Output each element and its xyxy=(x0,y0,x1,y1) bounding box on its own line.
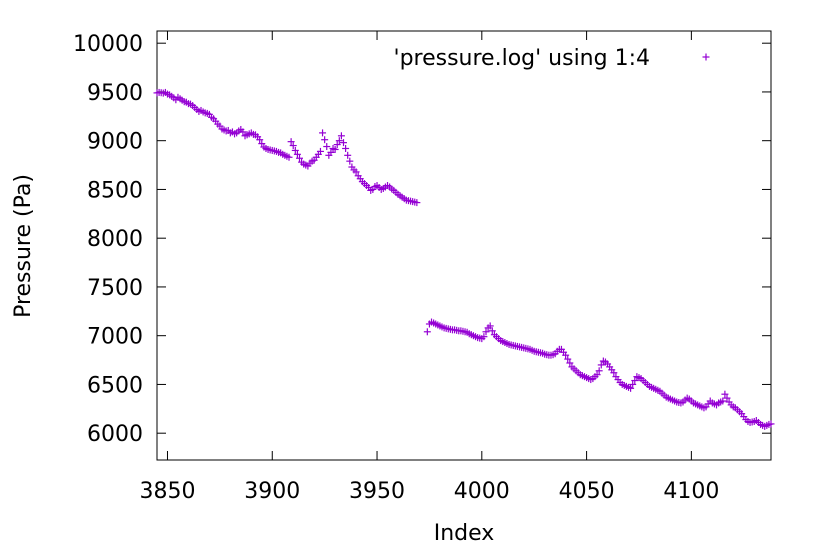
data-point xyxy=(323,143,331,151)
data-point xyxy=(595,367,603,375)
y-tick-label: 6500 xyxy=(87,373,143,398)
data-point xyxy=(291,146,299,154)
data-point xyxy=(344,151,352,159)
y-tick-label: 9000 xyxy=(87,130,143,155)
data-point xyxy=(562,351,570,359)
data-point xyxy=(767,420,775,428)
data-point xyxy=(335,137,343,145)
data-point xyxy=(597,361,605,369)
data-point xyxy=(340,139,348,147)
y-tick-label: 10000 xyxy=(73,32,143,57)
data-point xyxy=(488,327,496,335)
x-tick-label: 3950 xyxy=(349,479,405,504)
data-point xyxy=(629,380,637,388)
data-point xyxy=(482,328,490,336)
x-tick-label: 3900 xyxy=(244,479,300,504)
data-point xyxy=(721,390,729,398)
data-point xyxy=(723,394,731,402)
x-tick-label: 4000 xyxy=(454,479,510,504)
data-point xyxy=(566,359,574,367)
legend-label: 'pressure.log' using 1:4 xyxy=(394,46,650,71)
y-tick-label: 7500 xyxy=(87,276,143,301)
plot-frame xyxy=(156,30,772,461)
y-tick-label: 9500 xyxy=(87,81,143,106)
data-point xyxy=(352,168,360,176)
y-axis-title: Pressure (Pa) xyxy=(11,174,36,318)
legend-marker xyxy=(702,53,710,61)
legend: 'pressure.log' using 1:4 xyxy=(394,46,710,71)
data-point xyxy=(627,384,635,392)
y-tick-label: 8000 xyxy=(87,227,143,252)
data-point xyxy=(346,157,354,165)
legend-marker-symbol xyxy=(702,53,710,61)
data-point xyxy=(321,136,329,144)
data-point xyxy=(316,147,324,155)
data-point xyxy=(564,355,572,363)
y-tick-label: 8500 xyxy=(87,178,143,203)
data-point xyxy=(285,153,293,161)
x-tick-label: 4050 xyxy=(559,479,615,504)
x-tick-label: 4100 xyxy=(663,479,719,504)
data-point xyxy=(333,141,341,149)
data-point xyxy=(289,142,297,150)
data-point xyxy=(480,333,488,341)
data-point xyxy=(256,136,264,144)
x-axis-title: Index xyxy=(434,521,495,546)
y-tick-label: 6000 xyxy=(87,422,143,447)
y-tick-label: 7000 xyxy=(87,325,143,350)
x-tick-labels: 3850 3900 3950 4000 4050 4100 xyxy=(139,479,719,504)
y-tick-labels: 6000 6500 7000 7500 8000 8500 9000 9500 10000 xyxy=(73,32,143,447)
data-point xyxy=(631,377,639,385)
data-point xyxy=(331,145,339,153)
axis-ticks xyxy=(157,31,771,460)
data-point xyxy=(719,397,727,405)
x-tick-label: 3850 xyxy=(139,479,195,504)
data-points xyxy=(153,88,775,430)
data-point xyxy=(293,150,301,158)
data-point xyxy=(486,322,494,330)
data-point xyxy=(593,371,601,379)
data-point xyxy=(337,132,345,140)
data-point xyxy=(295,154,303,162)
data-point xyxy=(342,144,350,152)
data-point xyxy=(413,199,421,207)
data-point xyxy=(610,369,618,377)
data-point xyxy=(239,128,247,136)
data-point xyxy=(287,138,295,146)
data-point xyxy=(319,129,327,137)
data-point xyxy=(327,148,335,156)
data-point xyxy=(423,328,431,336)
